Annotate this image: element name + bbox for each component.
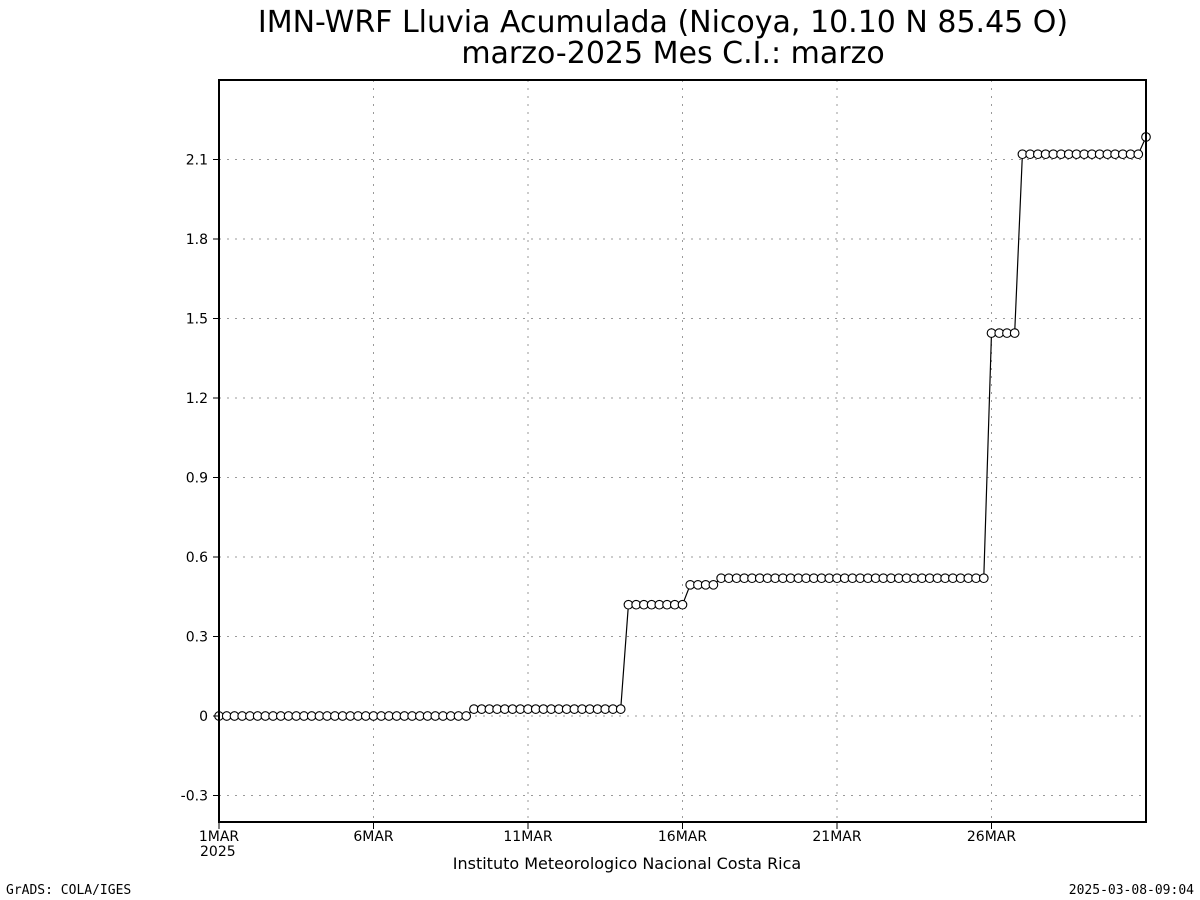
x-axis-year-label: 2025 xyxy=(200,844,236,860)
x-tick-label: 6MAR xyxy=(353,829,394,845)
y-axis-ticks: -0.3 0 0.3 0.6 0.9 1.2 1.5 1.8 2.1 xyxy=(181,153,219,805)
data-points xyxy=(214,132,1151,721)
y-tick-label: 1.8 xyxy=(186,232,208,248)
x-tick-label: 26MAR xyxy=(967,829,1016,845)
data-point xyxy=(978,573,989,584)
y-tick-label: 2.1 xyxy=(186,153,208,169)
x-tick-label: 16MAR xyxy=(658,829,707,845)
x-tick-label: 21MAR xyxy=(812,829,861,845)
y-tick-label: 0 xyxy=(199,709,208,725)
series-line xyxy=(219,136,1147,717)
x-axis-ticks: 1MAR 6MAR 11MAR 16MAR 21MAR 26MAR xyxy=(199,822,1016,845)
y-tick-label: 1.5 xyxy=(186,312,208,328)
y-tick-label: 0.9 xyxy=(186,471,208,487)
x-tick-label: 11MAR xyxy=(503,829,552,845)
y-tick-label: 1.2 xyxy=(186,391,208,407)
data-point xyxy=(461,711,472,721)
series-line-group xyxy=(219,136,1147,717)
data-point xyxy=(615,704,626,714)
footer-right: 2025-03-08-09:04 xyxy=(1069,883,1194,898)
data-point xyxy=(677,599,688,610)
chart-title: IMN-WRF Lluvia Acumulada (Nicoya, 10.10 … xyxy=(258,5,1068,40)
y-tick-label: 0.6 xyxy=(186,550,208,566)
data-point xyxy=(1133,149,1144,160)
x-tick-label: 1MAR xyxy=(199,829,240,845)
y-tick-label: -0.3 xyxy=(181,789,208,805)
footer-left: GrADS: COLA/IGES xyxy=(6,883,131,898)
plot-frame xyxy=(218,79,1147,823)
data-point xyxy=(1009,328,1020,338)
data-point xyxy=(708,579,719,590)
chart-subtitle: marzo-2025 Mes C.I.: marzo xyxy=(461,36,884,71)
y-tick-label: 0.3 xyxy=(186,630,208,646)
grid-lines xyxy=(219,80,1146,822)
footer-credit: Instituto Meteorologico Nacional Costa R… xyxy=(453,854,801,873)
